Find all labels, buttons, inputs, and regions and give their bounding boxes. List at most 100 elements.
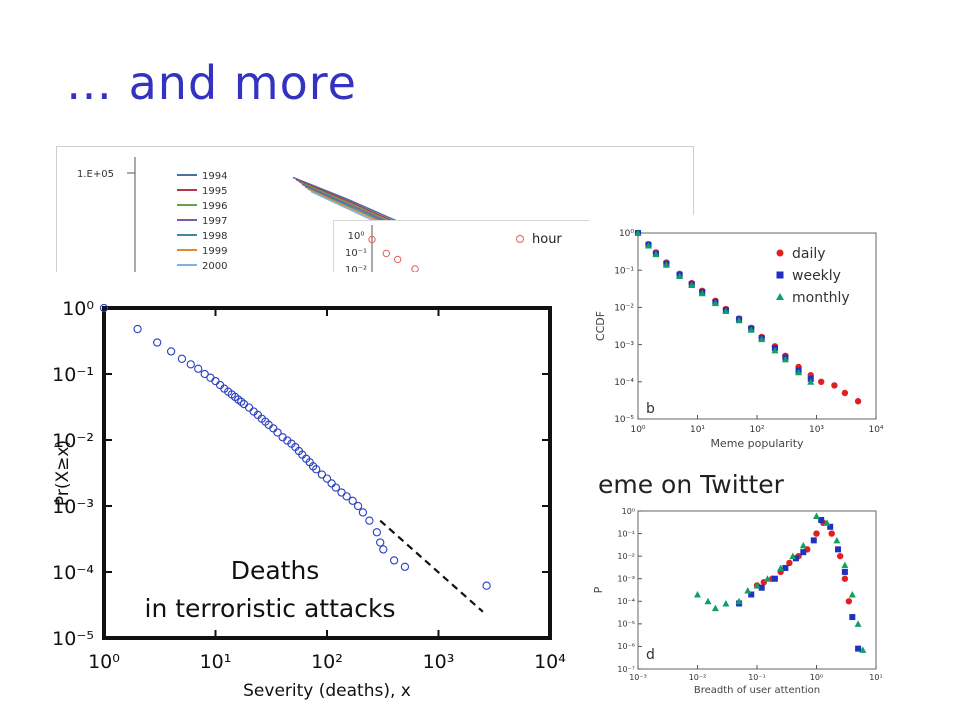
legend-label: 1994 [202,171,227,182]
data-point [807,378,815,385]
data-point [379,545,388,554]
xtick-label: 10⁻² [689,673,707,682]
legend-label: 1997 [202,216,227,227]
data-point [848,590,856,598]
legend-label: daily [792,246,826,262]
annotation-line-1: Deaths [230,556,320,585]
data-point [771,346,779,354]
data-point [711,604,719,612]
plot-frame [637,510,877,670]
data-point [748,591,755,598]
data-point [676,272,684,279]
data-point [133,324,142,334]
data-point [688,281,696,289]
ytick-label: 10⁰ [619,229,634,239]
slide-title: … and more [66,56,357,110]
data-point [482,581,491,590]
ytick-label: 10⁻² [345,265,367,276]
ytick-label: 10⁻⁵ [614,415,634,425]
data-point [704,597,712,605]
data-point [771,575,778,582]
legend-marker [516,235,524,243]
data-point [342,492,351,501]
y-axis-label: P [592,586,605,593]
ytick-label: 10⁻² [52,430,94,452]
data-point [273,428,282,437]
xtick-label: 10⁴ [534,651,566,673]
xtick-label: 10² [749,425,764,435]
data-point [722,599,730,607]
data-point [781,355,789,363]
data-point [698,289,706,297]
data-point [818,378,825,385]
data-point [828,530,835,537]
data-point [166,347,176,356]
data-point [735,316,743,324]
data-point [722,307,730,315]
xtick-label: 10⁻³ [629,673,647,682]
data-point [644,242,652,249]
data-point [849,614,856,621]
data-point [348,496,357,505]
data-point [200,369,209,379]
xtick-label: 10⁰ [630,425,645,435]
data-point [758,584,765,591]
ytick-label: 10⁻⁷ [617,665,635,674]
data-point [827,523,834,530]
data-point [831,382,838,389]
data-point [186,360,195,369]
data-point [317,470,327,479]
ytick-label: 10⁻⁵ [52,628,94,650]
data-point [841,568,848,575]
data-point [153,338,162,347]
data-point [854,620,862,627]
y-tick-labels: 10⁰ 10⁻¹ 10⁻² [345,231,367,276]
data-point [711,299,719,307]
xtick-label: 10⁻¹ [748,673,766,682]
data-point [652,250,660,258]
data-point [365,516,374,525]
data-point [331,483,340,492]
data-point [393,255,402,264]
user-attention-figure: 10⁻³ 10⁻² 10⁻¹ 10⁰ 10¹ 10⁰ 10⁻¹ 10⁻² 10⁻³ 10⁻⁴ 10⁻… [590,505,890,705]
data-point [747,326,755,333]
data-point [789,552,797,560]
data-point [358,508,368,517]
legend-label: 1995 [202,186,227,197]
data-point [372,528,382,537]
xtick-label: 10³ [809,425,824,435]
xtick-label: 10⁰ [88,651,120,673]
ytick-label: 10⁻³ [617,575,635,584]
data-point [99,303,109,313]
meme-popularity-figure: 10⁰ 10¹ 10² 10³ 10⁴ 10⁰ 10⁻¹ 10⁻² 10⁻³ 10⁻⁴ 10⁻⁵ da… [590,215,890,460]
annotation-line-2: in terroristic attacks [144,594,396,623]
data-point [782,564,789,571]
terror-deaths-plot: 10⁰ 10¹ 10² 10³ 10⁴ 10⁰ 10⁻¹ 10⁻² 10⁻³ 10⁻⁴ 10⁻⁵ Se… [40,272,590,720]
data-point [836,552,844,560]
xtick-label: 10¹ [690,425,705,435]
ytick-label: 10⁰ [622,507,635,516]
ytick-label: 10⁻² [617,552,635,561]
xtick-label: 10² [311,651,343,673]
terror-deaths-figure: 10⁰ 10¹ 10² 10³ 10⁴ 10⁰ 10⁻¹ 10⁻² 10⁻³ 10⁻⁴ 10⁻⁵ Se… [40,272,590,720]
ytick-label: 10⁻⁵ [617,620,635,629]
data-point [841,561,849,569]
legend-marker [776,249,784,257]
ytick-label: 10⁻¹ [345,248,367,259]
panel-letter: d [646,647,655,663]
data-point [854,398,862,405]
legend-label: 1999 [202,246,227,257]
data-point [859,646,867,653]
ytick-label: 10⁻⁶ [617,642,635,651]
data-point [763,575,771,582]
data-point [758,335,766,343]
ytick-label: 10⁻² [614,304,634,314]
plot-frame [637,232,877,420]
data-point [841,389,849,397]
data-point [818,516,825,523]
ytick-label: 10⁻⁴ [52,562,94,584]
legend-label: 1998 [202,231,227,242]
data-point [855,645,862,652]
data-point [368,235,376,244]
data-point [777,564,785,571]
